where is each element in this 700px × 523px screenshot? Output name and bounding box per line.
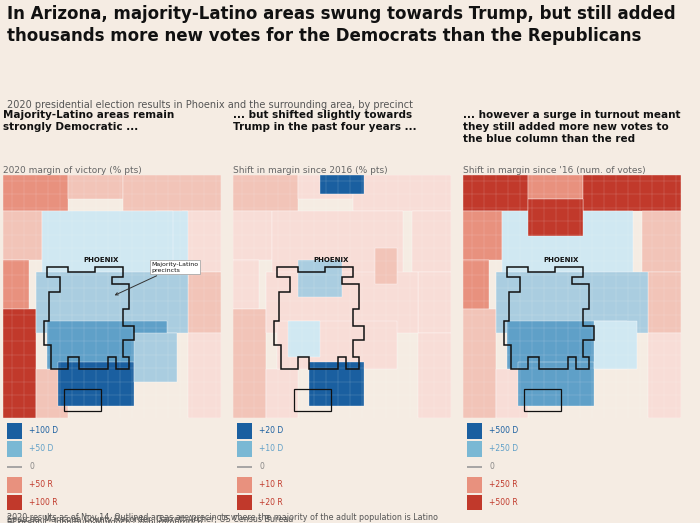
- Bar: [528, 175, 583, 199]
- Text: +250 D: +250 D: [489, 445, 519, 453]
- Bar: [496, 272, 648, 333]
- Bar: [155, 211, 188, 285]
- Bar: [6, 495, 22, 510]
- Text: 2020 margin of victory (% pts): 2020 margin of victory (% pts): [3, 166, 141, 175]
- Bar: [188, 333, 221, 418]
- Text: PHOENIX: PHOENIX: [83, 257, 119, 263]
- Bar: [6, 423, 22, 439]
- Text: In Arizona, majority-Latino areas swung towards Trump, but still added
thousands: In Arizona, majority-Latino areas swung …: [7, 5, 676, 45]
- Text: 0: 0: [260, 462, 265, 471]
- Bar: [237, 441, 252, 457]
- Bar: [69, 175, 123, 199]
- Bar: [298, 175, 353, 199]
- Bar: [467, 423, 482, 439]
- Bar: [528, 199, 583, 236]
- Bar: [502, 211, 633, 285]
- Text: 0: 0: [29, 462, 34, 471]
- Bar: [266, 369, 298, 418]
- Bar: [134, 333, 177, 382]
- Bar: [182, 211, 221, 272]
- Bar: [36, 272, 188, 333]
- Bar: [47, 321, 167, 369]
- Text: +100 R: +100 R: [29, 498, 58, 507]
- Bar: [233, 211, 272, 260]
- Bar: [6, 477, 22, 493]
- Bar: [36, 369, 69, 418]
- Text: +50 R: +50 R: [29, 480, 53, 489]
- Text: +500 R: +500 R: [489, 498, 518, 507]
- Bar: [419, 272, 451, 333]
- Bar: [266, 272, 419, 333]
- Bar: [467, 495, 482, 510]
- Bar: [648, 333, 681, 418]
- Bar: [288, 321, 320, 357]
- Text: FT graphic: John Burn-Murdoch / @jburnmurdoch: FT graphic: John Burn-Murdoch / @jburnmu…: [7, 518, 202, 523]
- Text: +500 D: +500 D: [489, 426, 519, 435]
- Text: ... however a surge in turnout meant
they still added more new votes to
the blue: ... however a surge in turnout meant the…: [463, 110, 680, 144]
- Text: 2020 presidential election results in Phoenix and the surrounding area, by preci: 2020 presidential election results in Ph…: [7, 100, 413, 110]
- Bar: [583, 175, 681, 211]
- Bar: [463, 211, 502, 260]
- Text: PHOENIX: PHOENIX: [543, 257, 579, 263]
- Bar: [648, 272, 681, 333]
- Bar: [272, 211, 403, 285]
- Bar: [353, 175, 451, 211]
- Bar: [3, 211, 42, 260]
- Bar: [412, 211, 451, 272]
- Text: 2020 results as of Nov 14. Outlined areas are precincts where the majority of th: 2020 results as of Nov 14. Outlined area…: [7, 513, 438, 522]
- Text: Shift in margin since 2016 (% pts): Shift in margin since 2016 (% pts): [233, 166, 388, 175]
- Bar: [642, 211, 681, 272]
- Bar: [320, 175, 364, 195]
- Bar: [463, 309, 496, 418]
- Text: ... but shifted slightly towards
Trump in the past four years ...: ... but shifted slightly towards Trump i…: [233, 110, 416, 132]
- Text: Majority-Latino areas remain
strongly Democratic ...: Majority-Latino areas remain strongly De…: [3, 110, 174, 132]
- Text: +20 R: +20 R: [260, 498, 283, 507]
- Text: +10 D: +10 D: [260, 445, 284, 453]
- Bar: [309, 362, 364, 406]
- Bar: [123, 175, 221, 211]
- Bar: [188, 272, 221, 333]
- Text: Majority-Latino
precincts: Majority-Latino precincts: [116, 262, 198, 295]
- Text: PHOENIX: PHOENIX: [314, 257, 349, 263]
- Text: Sources: Maricopa County Recorder; Garrett Archer; US Census Bureau: Sources: Maricopa County Recorder; Garre…: [7, 516, 293, 523]
- Bar: [517, 362, 594, 406]
- Bar: [507, 321, 626, 369]
- Bar: [467, 441, 482, 457]
- Text: +50 D: +50 D: [29, 445, 54, 453]
- Bar: [467, 477, 482, 493]
- Text: +20 D: +20 D: [260, 426, 284, 435]
- Bar: [298, 260, 342, 297]
- Bar: [57, 362, 134, 406]
- Bar: [276, 321, 396, 369]
- Bar: [3, 175, 69, 211]
- Text: +10 R: +10 R: [260, 480, 283, 489]
- Bar: [233, 309, 266, 418]
- Bar: [233, 175, 298, 211]
- Text: Shift in margin since '16 (num. of votes): Shift in margin since '16 (num. of votes…: [463, 166, 645, 175]
- Bar: [496, 369, 528, 418]
- Text: 0: 0: [489, 462, 494, 471]
- Bar: [237, 423, 252, 439]
- Bar: [594, 321, 638, 369]
- Bar: [463, 260, 489, 309]
- Bar: [233, 260, 259, 309]
- Bar: [6, 441, 22, 457]
- Text: +250 R: +250 R: [489, 480, 518, 489]
- Bar: [3, 260, 29, 309]
- Bar: [3, 309, 36, 418]
- Bar: [374, 248, 396, 285]
- Bar: [463, 175, 528, 211]
- Bar: [237, 495, 252, 510]
- Bar: [237, 477, 252, 493]
- Bar: [419, 333, 451, 418]
- Bar: [42, 211, 173, 285]
- Text: © FT: © FT: [7, 520, 27, 523]
- Text: +100 D: +100 D: [29, 426, 59, 435]
